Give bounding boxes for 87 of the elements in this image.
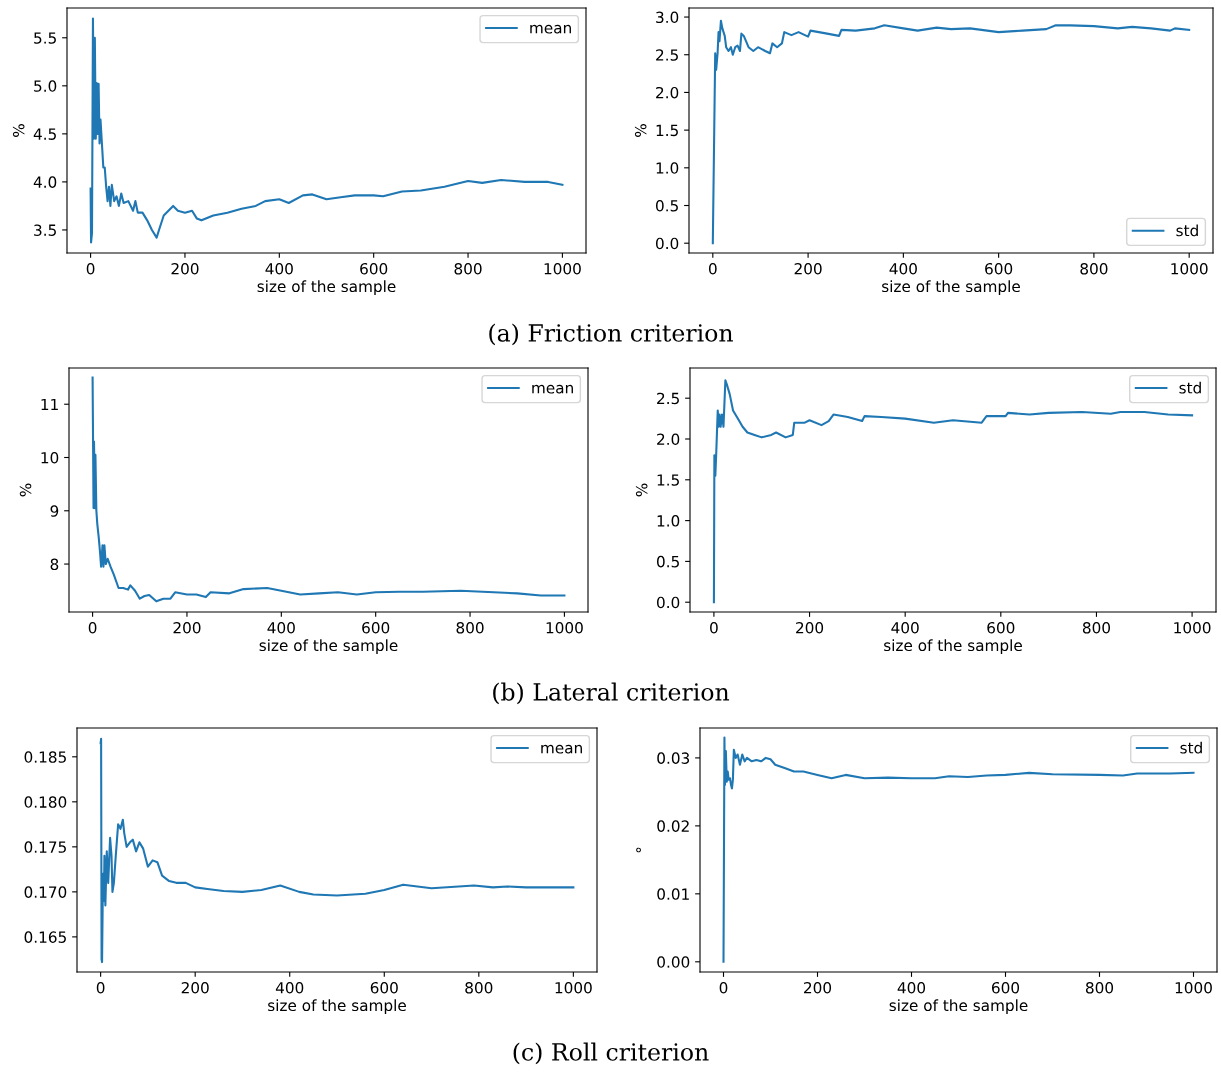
x-tick-label: 200	[181, 981, 209, 994]
y-axis-title: %	[19, 483, 32, 497]
y-tick-label: 0.00	[657, 956, 690, 968]
x-tick-label: 600	[370, 981, 398, 994]
y-tick-label: 10	[41, 451, 59, 464]
x-tick-label: 400	[889, 262, 917, 275]
x-tick-label: 200	[794, 262, 822, 275]
x-tick-label: 600	[987, 621, 1015, 634]
y-tick-label: 0.185	[24, 751, 66, 763]
x-tick-label: 0	[96, 981, 105, 994]
legend-label: mean	[532, 384, 573, 394]
y-tick-label: 0.02	[657, 820, 689, 832]
x-axis-title: size of the sample	[268, 999, 406, 1015]
y-tick-label: 0.175	[24, 841, 66, 853]
y-tick-label: 2.0	[656, 86, 679, 99]
y-tick-label: 1.5	[656, 124, 678, 137]
x-tick-label: 800	[456, 621, 484, 634]
legend-label: mean	[541, 744, 582, 754]
y-tick-label: 0.5	[656, 555, 679, 568]
y-tick-label: 4.5	[33, 128, 56, 140]
y-tick-label: 1.0	[657, 515, 680, 527]
y-tick-label: 0.165	[24, 931, 66, 943]
x-tick-label: 200	[796, 621, 824, 634]
y-tick-label: 1.5	[657, 474, 679, 486]
x-tick-label: 1000	[1171, 262, 1208, 275]
x-tick-label: 200	[171, 262, 199, 275]
y-tick-label: 5.5	[34, 32, 56, 44]
y-tick-label: 0.0	[656, 596, 680, 609]
y-tick-label: 1.0	[656, 162, 679, 174]
x-tick-label: 0	[88, 621, 97, 634]
x-tick-label: 800	[454, 262, 482, 275]
x-tick-label: 600	[362, 621, 390, 634]
y-tick-label: 0.01	[657, 888, 689, 900]
y-tick-label: 3.0	[656, 11, 679, 24]
x-axis-title: size of the sample	[259, 639, 398, 655]
x-tick-label: 800	[465, 981, 493, 994]
y-axis-title: °	[636, 847, 641, 853]
y-axis-title: %	[634, 124, 647, 137]
x-axis-title: size of the sample	[882, 280, 1020, 296]
x-tick-label: 800	[1082, 621, 1111, 634]
y-tick-label: 8	[50, 558, 59, 571]
x-tick-label: 1000	[1175, 981, 1212, 994]
x-axis-title: size of the sample	[884, 639, 1022, 655]
x-tick-label: 1000	[1174, 621, 1211, 634]
x-tick-label: 800	[1085, 981, 1114, 994]
y-tick-label: 0.180	[24, 796, 67, 808]
legend-label: std	[1176, 224, 1198, 237]
x-tick-label: 0	[708, 262, 717, 275]
x-tick-label: 600	[991, 981, 1020, 994]
y-tick-label: 4.0	[33, 176, 57, 188]
y-axis-title: %	[635, 483, 648, 497]
y-tick-label: 2.5	[657, 392, 679, 405]
text: (b) Lateral criterion	[493, 682, 730, 705]
y-tick-label: 2.0	[657, 433, 680, 446]
x-tick-label: 400	[891, 621, 919, 634]
x-tick-label: 200	[804, 981, 832, 994]
x-axis-title: size of the sample	[889, 999, 1028, 1015]
y-tick-label: 0.5	[655, 199, 678, 212]
x-tick-label: 0	[710, 621, 718, 634]
x-tick-label: 400	[265, 262, 293, 275]
y-tick-label: 3.5	[34, 224, 56, 236]
legend-label: std	[1180, 741, 1202, 754]
y-tick-label: 0.170	[24, 886, 67, 898]
x-tick-label: 800	[1080, 262, 1108, 275]
x-tick-label: 600	[985, 262, 1013, 275]
x-tick-label: 1000	[546, 621, 583, 634]
legend-label: std	[1179, 381, 1201, 394]
y-tick-label: 5.0	[34, 80, 57, 92]
legend-label: mean	[530, 24, 571, 34]
x-tick-label: 400	[267, 621, 295, 634]
y-tick-label: 0.03	[657, 752, 690, 764]
x-tick-label: 1000	[555, 981, 592, 994]
y-axis-title: %	[12, 124, 25, 137]
y-tick-label: 2.5	[656, 49, 678, 61]
x-tick-label: 1000	[544, 262, 581, 275]
text: (a) Friction criterion	[489, 323, 733, 346]
x-tick-label: 200	[173, 621, 201, 634]
x-tick-label: 400	[275, 981, 304, 994]
y-tick-label: 0.0	[655, 237, 679, 250]
text: (c) Roll criterion	[513, 1042, 709, 1065]
x-tick-label: 0	[719, 981, 728, 994]
y-tick-label: 9	[50, 505, 59, 517]
x-tick-label: 0	[86, 262, 95, 275]
y-tick-label: 11	[41, 398, 58, 411]
x-tick-label: 600	[360, 262, 388, 275]
x-axis-title: size of the sample	[257, 280, 396, 296]
x-tick-label: 400	[897, 981, 926, 994]
